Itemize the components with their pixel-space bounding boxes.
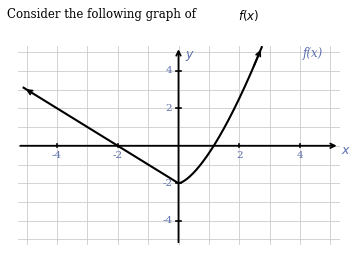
Text: 2: 2 [236,151,243,160]
Text: -4: -4 [162,216,173,225]
Text: -4: -4 [52,151,62,160]
Text: 2: 2 [166,104,173,113]
Text: f(x): f(x) [303,46,323,60]
Text: $f(x)$: $f(x)$ [238,8,259,23]
Text: 4: 4 [166,66,173,75]
Text: $y$: $y$ [184,49,194,63]
Text: -2: -2 [162,179,173,188]
Text: Consider the following graph of: Consider the following graph of [7,8,200,21]
Text: $x$: $x$ [341,144,350,157]
Text: -2: -2 [113,151,123,160]
Text: 4: 4 [297,151,303,160]
